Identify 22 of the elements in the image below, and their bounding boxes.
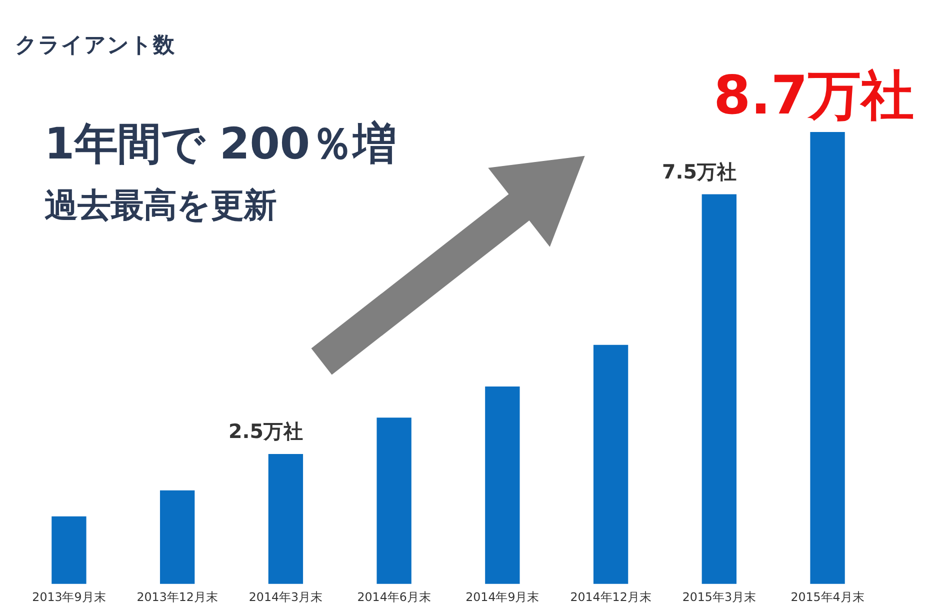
bar: [702, 194, 736, 584]
bar: [810, 132, 845, 584]
chart-title: クライアント数: [14, 32, 176, 58]
bar: [376, 418, 412, 584]
data-label: 8.7万社: [714, 64, 914, 126]
x-tick-label: 2013年9月末: [32, 590, 106, 604]
bar: [160, 490, 195, 584]
data-label: 2.5万社: [228, 420, 304, 444]
data-label: 7.5万社: [662, 160, 737, 184]
bar: [52, 516, 86, 584]
bar: [485, 386, 520, 584]
bar: [268, 454, 304, 584]
x-tick-label: 2014年3月末: [248, 590, 322, 604]
bar: [593, 344, 628, 584]
annotation: 過去最高を更新: [44, 185, 276, 224]
x-tick-label: 2014年9月末: [466, 590, 540, 604]
x-tick-label: 2014年12月末: [570, 590, 652, 604]
x-tick-label: 2015年3月末: [682, 590, 756, 604]
x-tick-label: 2014年6月末: [357, 590, 431, 604]
annotation: 1年間で 200％増: [44, 119, 396, 170]
x-tick-label: 2015年4月末: [790, 590, 864, 604]
x-tick-label: 2013年12月末: [136, 590, 218, 604]
